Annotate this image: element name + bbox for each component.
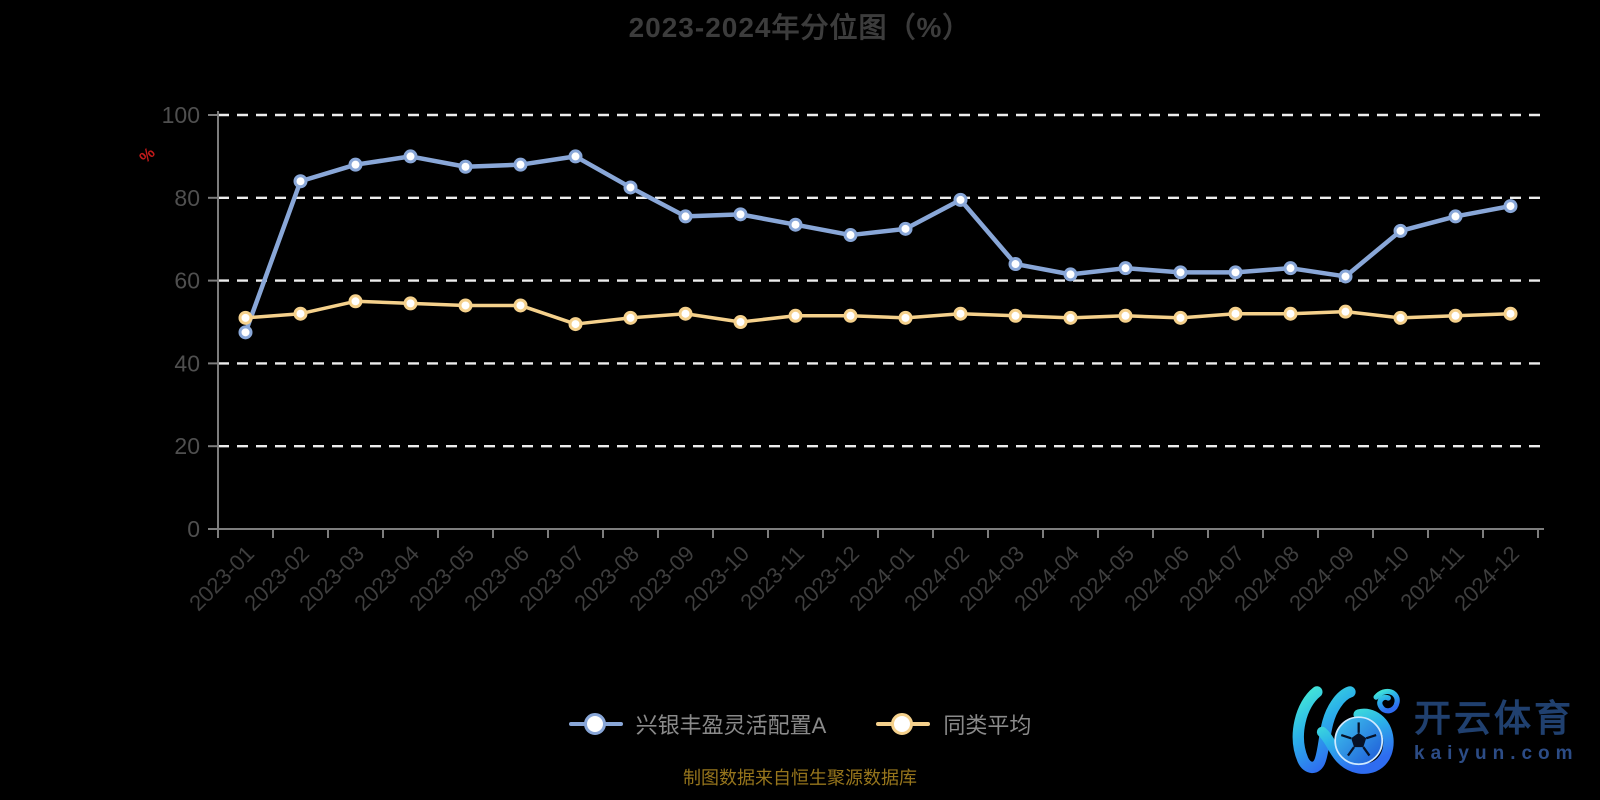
logo-domain-text: kaiyun.com [1414,742,1579,764]
data-point-marker [1173,310,1188,325]
y-tick-label: 0 [187,516,200,542]
y-tick-label: 100 [162,102,200,128]
data-point-marker [1063,267,1078,282]
data-point-marker [623,310,638,325]
y-tick-label: 20 [174,433,200,459]
data-point-marker [1063,310,1078,325]
data-point-marker [898,310,913,325]
data-point-marker [1228,265,1243,280]
data-point-marker [953,192,968,207]
data-point-marker [1448,308,1463,323]
data-point-marker [788,217,803,232]
average-series-marker-icon [876,712,931,736]
data-point-marker [1283,306,1298,321]
data-point-marker [348,294,363,309]
series-line-fund [243,154,1513,335]
data-point-marker [1173,265,1188,280]
legend: 兴银丰盈灵活配置A 同类平均 [0,708,1600,740]
logo-cn-text: 开云体育 [1414,698,1574,740]
legend-label-fund: 兴银丰盈灵活配置A [635,713,827,738]
data-point-marker [513,157,528,172]
data-point-marker [458,159,473,174]
y-tick-label: 80 [174,185,200,211]
data-point-marker [403,296,418,311]
data-point-marker [1008,257,1023,272]
data-point-marker [458,298,473,313]
data-point-marker [238,325,253,340]
data-source-caption: 制图数据来自恒生聚源数据库 [683,768,917,788]
data-point-marker [788,308,803,323]
data-point-marker [843,228,858,243]
data-point-marker [293,306,308,321]
data-point-marker [623,180,638,195]
kaiyun-logo-icon [1292,686,1400,774]
data-point-marker [1393,310,1408,325]
legend-item-fund[interactable]: 兴银丰盈灵活配置A [568,708,827,740]
data-point-marker [1008,308,1023,323]
data-point-marker [1448,209,1463,224]
data-point-marker [1503,199,1518,214]
data-point-marker [1118,308,1133,323]
data-point-marker [1503,306,1518,321]
data-point-marker [843,308,858,323]
data-point-marker [513,298,528,313]
data-point-marker [568,149,583,164]
y-tick-label: 40 [174,350,200,376]
chart-title: 2023-2024年分位图（%） [628,12,972,43]
kaiyun-logo-text: 开云体育 kaiyun.com [1414,698,1579,765]
data-point-marker [348,157,363,172]
data-point-marker [1338,304,1353,319]
data-point-marker [898,221,913,236]
legend-item-average[interactable]: 同类平均 [876,708,1031,740]
data-point-marker [568,317,583,332]
data-point-marker [1228,306,1243,321]
data-point-marker [238,310,253,325]
kaiyun-watermark: 开云体育 kaiyun.com [1282,674,1579,790]
data-point-marker [733,315,748,329]
data-point-marker [678,209,693,224]
data-point-marker [678,306,693,321]
y-tick-label: 60 [174,268,200,294]
data-point-marker [403,149,418,164]
data-point-marker [1393,223,1408,238]
fund-series-marker-icon [568,712,623,736]
legend-label-average: 同类平均 [943,713,1032,738]
data-point-marker [953,306,968,321]
data-point-marker [293,174,308,189]
data-point-marker [1283,261,1298,276]
data-point-marker [1338,269,1353,284]
data-point-marker [733,207,748,222]
data-point-marker [1118,261,1133,276]
series-line-average [243,299,1513,326]
